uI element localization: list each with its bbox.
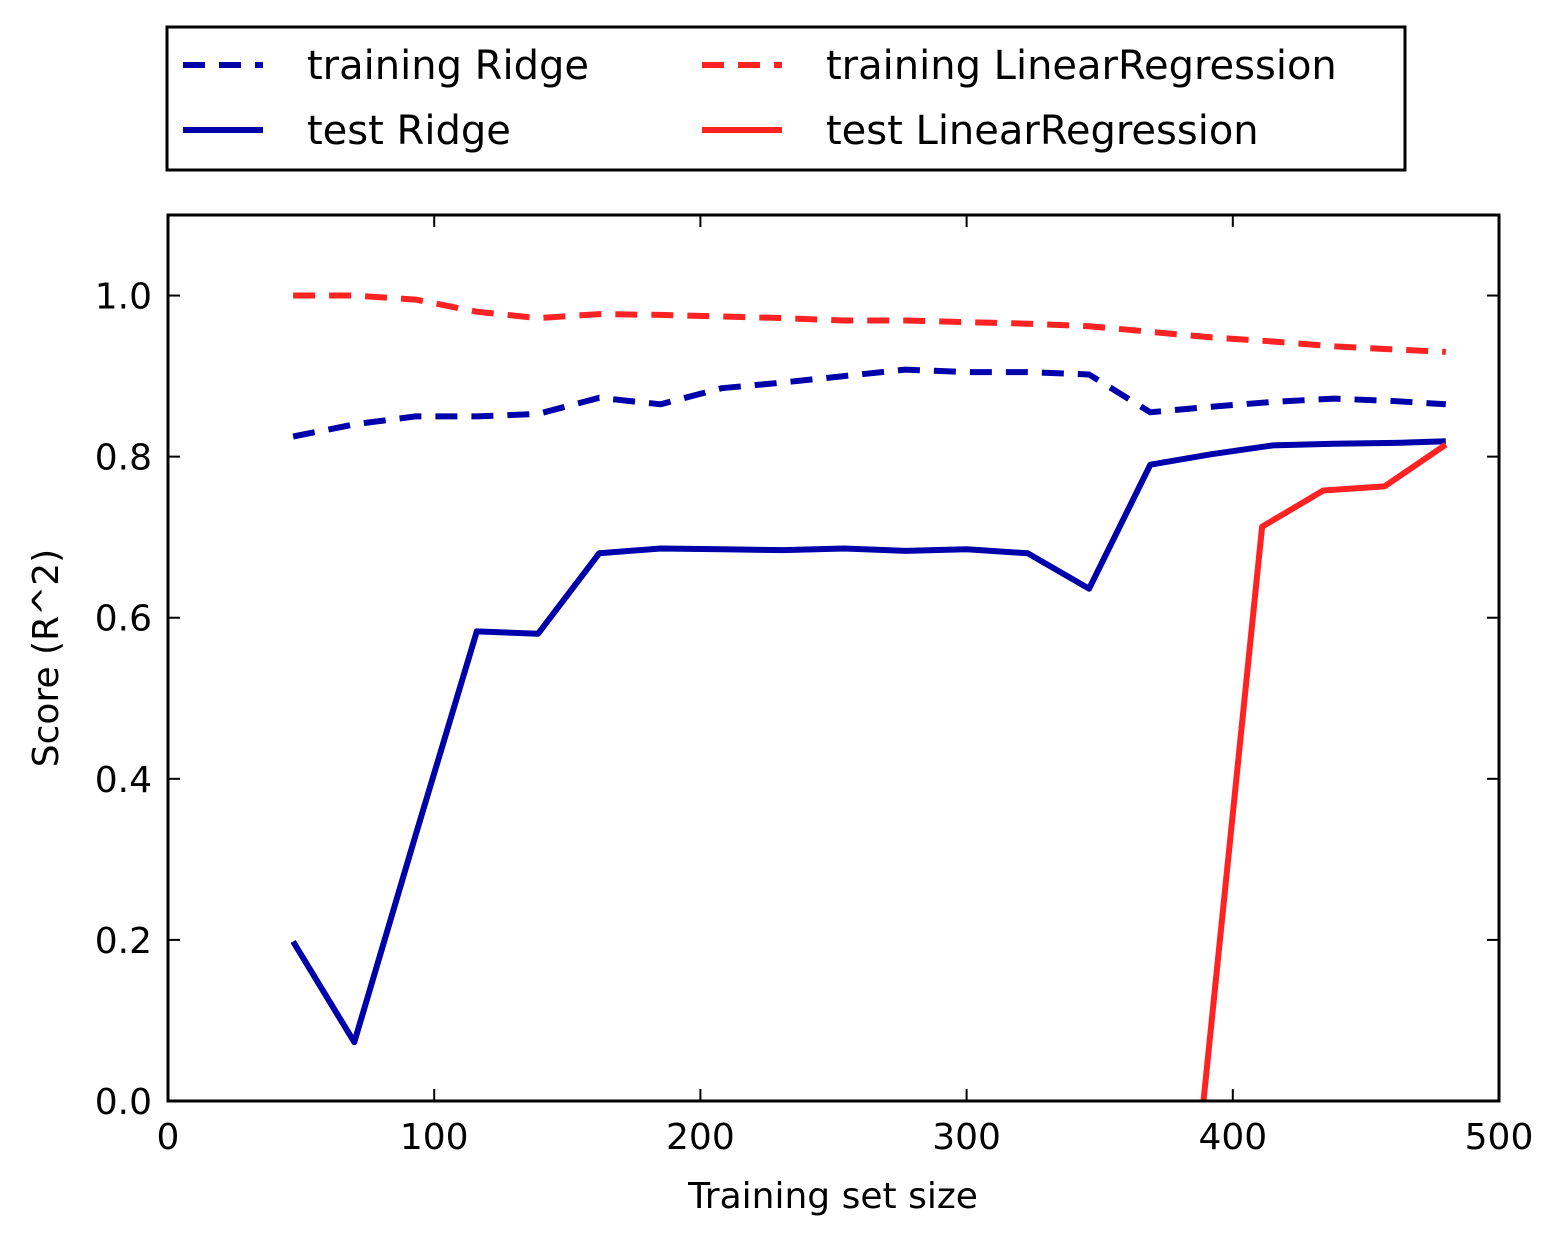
x-tick-label: 200 xyxy=(666,1117,735,1158)
x-tick-label: 0 xyxy=(157,1117,180,1158)
x-tick-label: 300 xyxy=(932,1117,1001,1158)
x-axis-label: Training set size xyxy=(687,1176,978,1217)
axis-tick-labels: 0 100 200 300 400 500 0.0 0.2 0.4 0.6 0.8 1.0 xyxy=(95,277,1534,1158)
axis-ticks xyxy=(167,215,1500,1102)
legend-label-training-linearregression: training LinearRegression xyxy=(826,43,1337,89)
legend-box xyxy=(165,25,1407,172)
y-axis-label: Score (R^2) xyxy=(26,549,67,767)
plot-frame xyxy=(166,213,1501,1103)
legend-label-test-linearregression: test LinearRegression xyxy=(826,108,1259,154)
y-tick-label: 0.2 xyxy=(95,921,152,962)
legend-label-test-ridge: test Ridge xyxy=(307,108,511,154)
series-line-training-linearregression xyxy=(293,292,1446,355)
y-tick-label: 0.8 xyxy=(95,438,152,479)
y-tick-label: 1.0 xyxy=(95,277,152,318)
x-tick-label: 500 xyxy=(1465,1117,1534,1158)
series-line-test-ridge xyxy=(290,438,1446,1046)
series-line-training-ridge xyxy=(292,366,1446,440)
y-tick-label: 0.4 xyxy=(95,760,152,801)
y-tick-label: 0.0 xyxy=(95,1082,152,1123)
legend: training Ridge test Ridge training LinearR… xyxy=(165,25,1407,172)
series-line-test-linearregression xyxy=(1200,442,1448,1101)
legend-label-training-ridge: training Ridge xyxy=(307,43,589,89)
y-tick-label: 0.6 xyxy=(95,599,152,640)
x-tick-label: 400 xyxy=(1198,1117,1267,1158)
x-tick-label: 100 xyxy=(400,1117,469,1158)
plot-lines xyxy=(290,292,1448,1101)
